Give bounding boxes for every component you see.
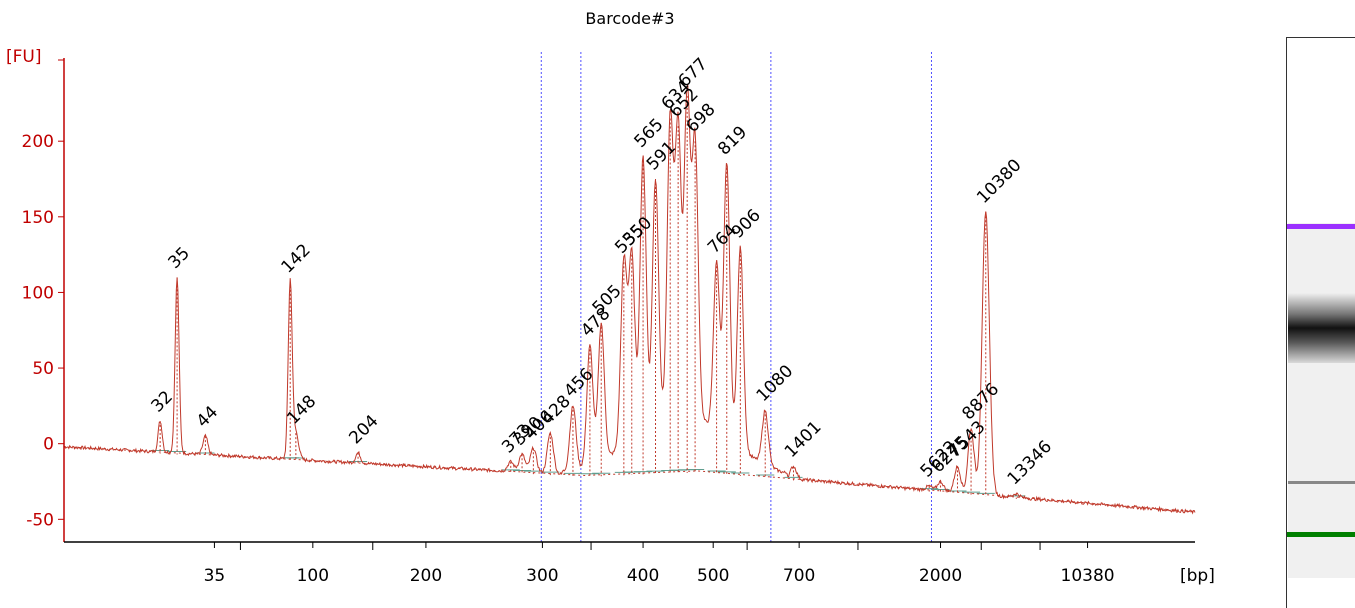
region-guides	[540, 52, 932, 542]
x-tick-label: 100	[297, 566, 329, 586]
y-tick-label: 150	[22, 208, 54, 228]
y-tick-label: 0	[43, 435, 54, 455]
lower-marker-band	[1287, 532, 1355, 537]
peak-label: 44	[193, 402, 222, 431]
x-tick-label: 200	[410, 566, 442, 586]
x-tick-label: 700	[783, 566, 815, 586]
x-tick-label: 2000	[919, 566, 962, 586]
peak-label: 1080	[753, 361, 798, 406]
peak-label: 148	[283, 392, 320, 429]
y-tick-label: 100	[22, 283, 54, 303]
x-tick-label: 300	[526, 566, 558, 586]
signal-trace	[63, 84, 1196, 515]
x-tick-label: 400	[627, 566, 659, 586]
x-tick-label: 35	[204, 566, 226, 586]
gel-image	[1286, 37, 1355, 608]
y-ticks: -50 0 50 100 150 200	[22, 59, 64, 530]
chart-title: Barcode#3	[585, 9, 674, 28]
peak-label: 1401	[781, 417, 826, 462]
peak-label: 819	[714, 122, 751, 159]
peak-label: 142	[278, 240, 315, 277]
peak-droplines	[159, 95, 1017, 499]
gel-smear	[1288, 293, 1355, 363]
peak-label: 10380	[973, 155, 1025, 207]
x-tick-label: 10380	[1061, 566, 1115, 586]
peak-label: 32	[148, 387, 177, 416]
y-tick-label: 50	[32, 359, 54, 379]
upper-marker-band	[1287, 224, 1355, 229]
x-tick-label: 500	[697, 566, 729, 586]
y-tick-label: 200	[22, 132, 54, 152]
peak-label: 204	[345, 411, 382, 448]
y-axis-label: [FU]	[6, 47, 42, 67]
y-tick-label: -50	[26, 510, 54, 530]
gel-band-faint	[1288, 481, 1355, 484]
x-axis-label: [bp]	[1180, 566, 1215, 586]
peak-label: 35	[164, 243, 193, 272]
gel-lane	[1288, 223, 1355, 578]
peak-label: 13346	[1004, 437, 1056, 489]
x-ticks: 35 100 200 300 400 500 700 2000 10380	[204, 542, 1115, 586]
